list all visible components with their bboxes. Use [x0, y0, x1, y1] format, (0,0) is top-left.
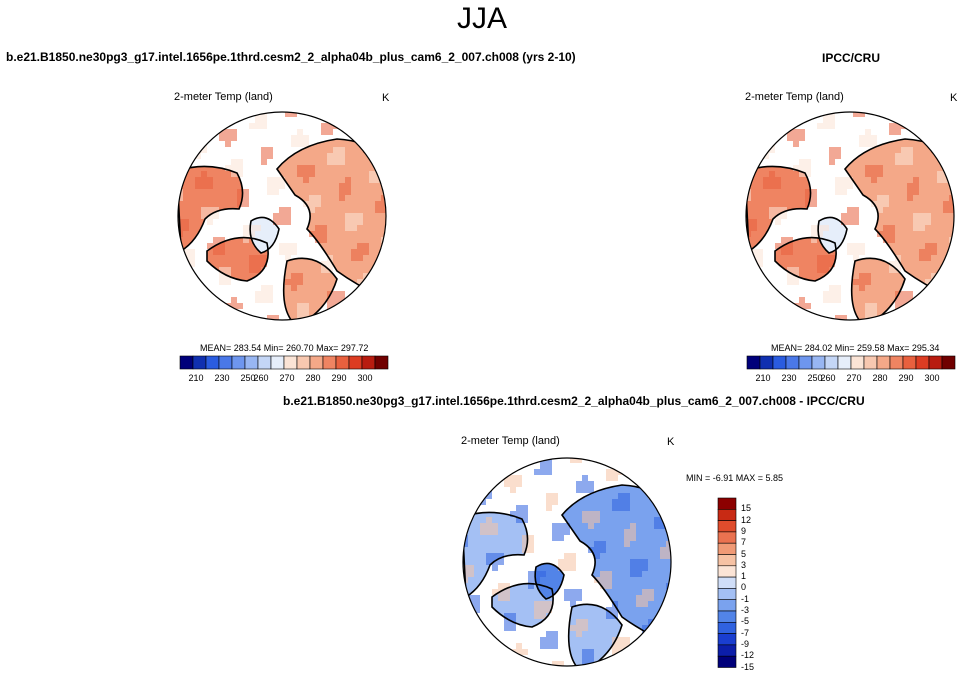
colorbar-tick-label: 7 [741, 537, 747, 548]
colorbar-swatch [717, 497, 737, 510]
colorbar-swatch [717, 576, 737, 589]
obs-units-label: K [950, 92, 958, 104]
colorbar-swatch [717, 554, 737, 567]
colorbar-tick-label: 290 [898, 373, 914, 383]
colorbar-swatch [717, 520, 737, 533]
diff-colorbar [717, 497, 737, 668]
colorbar-tick-label: 1 [741, 571, 747, 582]
colorbar-tick-label: 12 [741, 514, 752, 525]
colorbar-tick-label: -12 [741, 650, 755, 661]
colorbar-swatch [717, 599, 737, 612]
colorbar-swatch [717, 633, 737, 646]
model-variable-label: 2-meter Temp (land) [174, 91, 273, 103]
colorbar-tick-label: -3 [741, 605, 750, 615]
colorbar-tick-label: 230 [781, 373, 797, 383]
diff-units-label: K [667, 436, 675, 448]
obs-polar-map [745, 111, 955, 321]
colorbar-swatch [717, 655, 737, 668]
colorbar-tick-label: -7 [741, 627, 750, 638]
colorbar-swatch [798, 355, 813, 370]
colorbar-swatch [876, 355, 891, 370]
colorbar-swatch [361, 355, 376, 370]
colorbar-swatch [374, 355, 389, 370]
colorbar-swatch [717, 542, 737, 555]
colorbar-swatch [270, 355, 285, 370]
colorbar-tick-label: 250 [807, 373, 823, 383]
colorbar-tick-label: 210 [188, 373, 204, 383]
colorbar-swatch [837, 355, 852, 370]
colorbar-swatch [941, 355, 956, 370]
colorbar-swatch [335, 355, 350, 370]
colorbar-swatch [296, 355, 311, 370]
colorbar-swatch [283, 355, 298, 370]
obs-case-title: IPCC/CRU [822, 51, 881, 65]
diff-polar-map [462, 457, 672, 667]
colorbar-tick-label: -1 [741, 593, 750, 604]
colorbar-swatch [915, 355, 930, 370]
colorbar-swatch [309, 355, 324, 370]
colorbar-swatch [192, 355, 207, 370]
colorbar-tick-label: 9 [741, 525, 747, 536]
colorbar-swatch [717, 644, 737, 657]
colorbar-swatch [889, 355, 904, 370]
colorbar-swatch [746, 355, 761, 370]
colorbar-swatch [244, 355, 259, 370]
colorbar-swatch [863, 355, 878, 370]
colorbar-tick-label: 270 [846, 373, 862, 383]
model-units-label: K [382, 92, 390, 104]
colorbar-swatch [772, 355, 787, 370]
colorbar-swatch [928, 355, 943, 370]
obs-colorbar [746, 355, 956, 370]
colorbar-tick-label: 210 [755, 373, 771, 383]
colorbar-tick-label: 250 [240, 373, 256, 383]
land-region [463, 458, 671, 666]
colorbar-swatch [759, 355, 774, 370]
colorbar-tick-label: 0 [741, 582, 747, 593]
colorbar-swatch [785, 355, 800, 370]
colorbar-tick-label: 230 [214, 373, 230, 383]
model-stats: MEAN= 283.54 Min= 260.70 Max= 297.72 [200, 343, 369, 353]
colorbar-swatch [717, 509, 737, 521]
colorbar-tick-label: -15 [741, 661, 755, 672]
colorbar-tick-label: -9 [741, 638, 750, 649]
colorbar-swatch [179, 355, 194, 370]
colorbar-swatch [717, 588, 737, 601]
diff-variable-label: 2-meter Temp (land) [461, 435, 560, 447]
obs-variable-label: 2-meter Temp (land) [745, 91, 844, 103]
colorbar-swatch [717, 565, 737, 578]
colorbar-swatch [717, 610, 737, 623]
colorbar-swatch [322, 355, 337, 370]
colorbar-swatch [348, 355, 363, 370]
model-colorbar [179, 355, 389, 370]
colorbar-tick-label: 260 [820, 373, 836, 383]
colorbar-swatch [218, 355, 233, 370]
colorbar-tick-label: 280 [305, 373, 321, 383]
colorbar-tick-label: 290 [331, 373, 347, 383]
main-title: JJA [456, 2, 507, 35]
colorbar-swatch [811, 355, 826, 370]
colorbar-tick-label: 260 [253, 373, 269, 383]
colorbar-tick-label: 300 [357, 373, 373, 383]
colorbar-tick-label: -5 [741, 616, 750, 627]
colorbar-swatch [257, 355, 272, 370]
colorbar-swatch [717, 531, 737, 544]
colorbar-tick-label: 280 [872, 373, 888, 383]
diff-stats: MIN = -6.91 MAX = 5.85 [686, 473, 784, 483]
colorbar-swatch [205, 355, 220, 370]
diff-case-title: b.e21.B1850.ne30pg3_g17.intel.1656pe.1th… [283, 394, 865, 408]
colorbar-tick-label: 3 [741, 559, 747, 570]
colorbar-swatch [850, 355, 865, 370]
model-case-title: b.e21.B1850.ne30pg3_g17.intel.1656pe.1th… [6, 50, 576, 64]
colorbar-tick-label: 300 [924, 373, 940, 383]
model-polar-map [177, 111, 387, 321]
obs-stats: MEAN= 284.02 Min= 259.58 Max= 295.34 [771, 343, 940, 353]
colorbar-swatch [717, 622, 737, 634]
colorbar-swatch [824, 355, 839, 370]
colorbar-swatch [902, 355, 917, 370]
colorbar-tick-label: 5 [741, 548, 747, 559]
colorbar-tick-label: 270 [279, 373, 295, 383]
colorbar-tick-label: 15 [741, 503, 752, 514]
colorbar-swatch [231, 355, 246, 370]
